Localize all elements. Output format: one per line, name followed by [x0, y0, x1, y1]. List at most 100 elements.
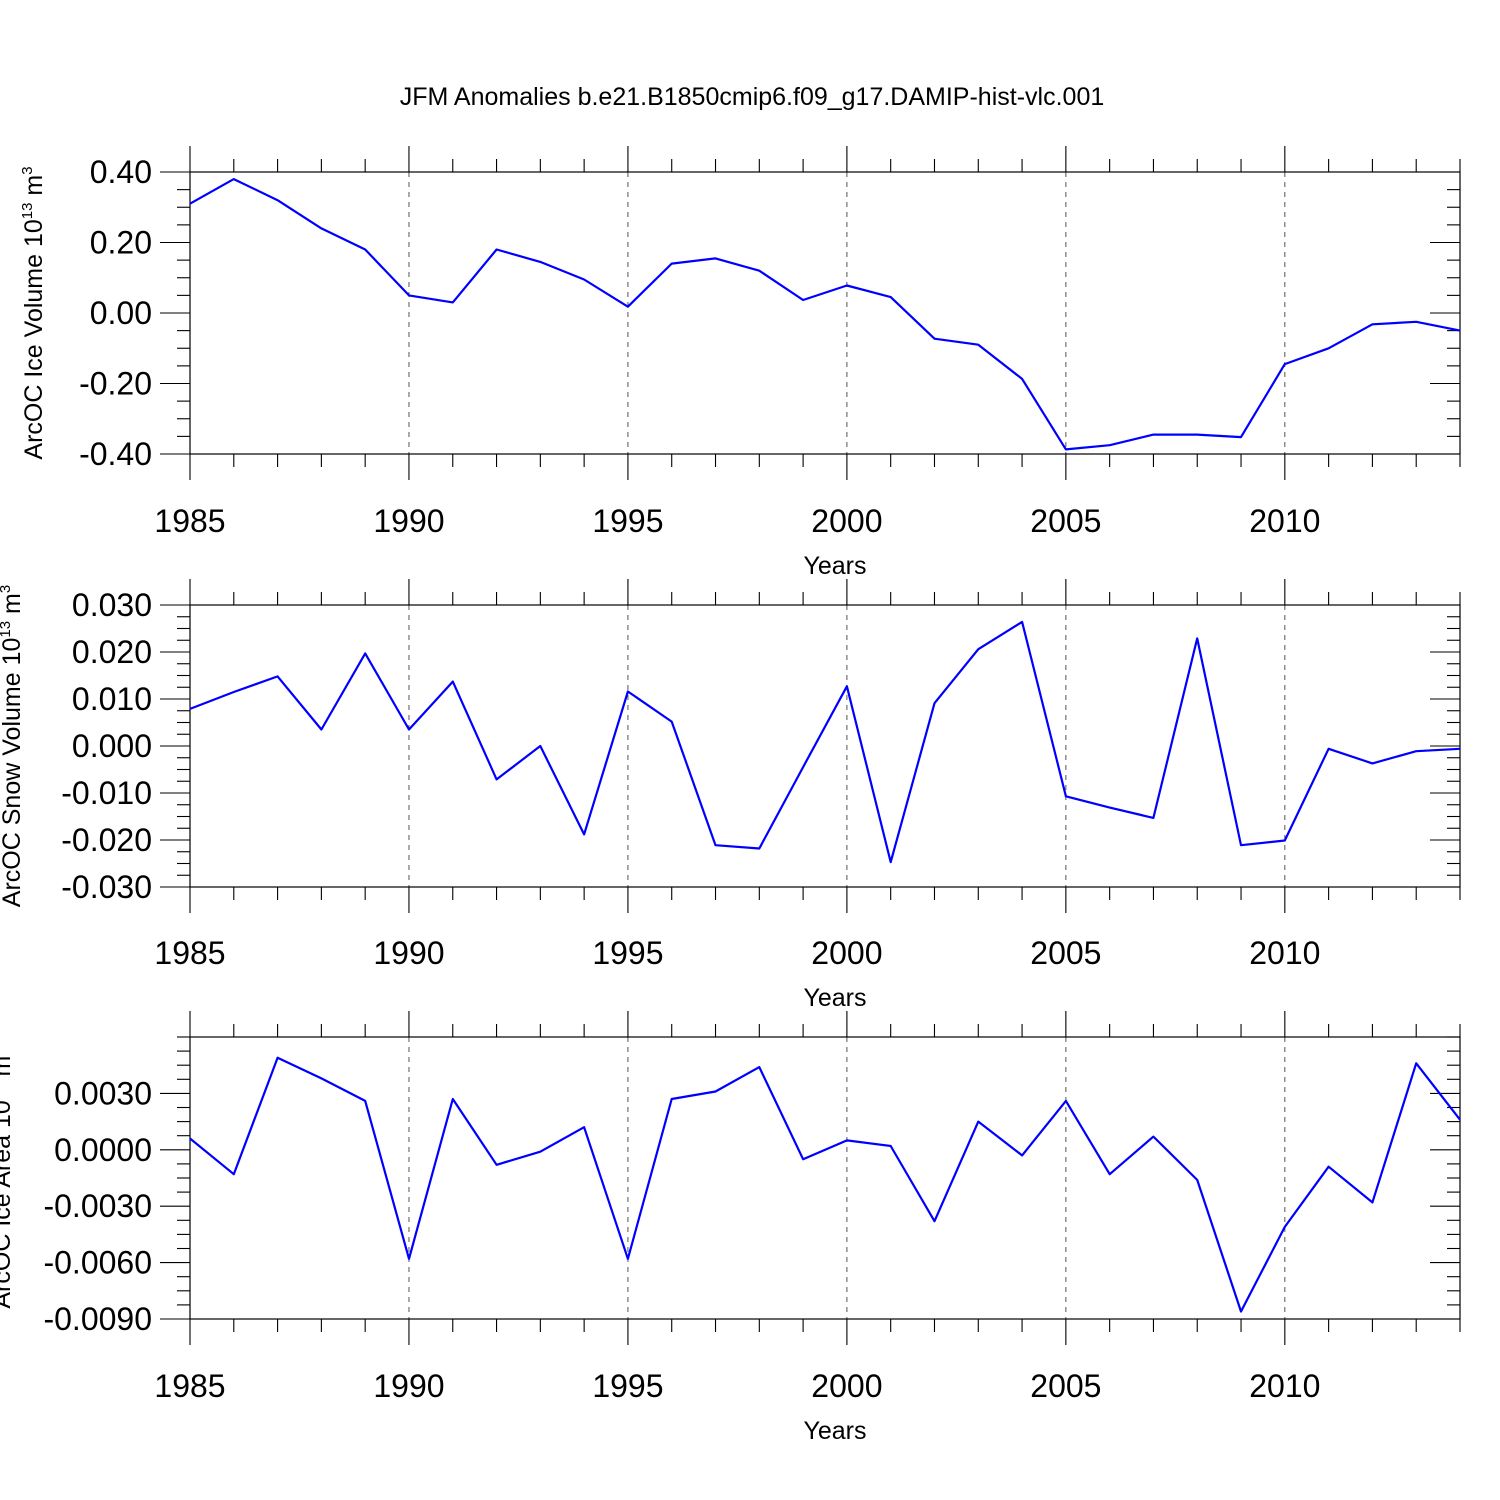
data-point-ice-volume-1990: [407, 293, 411, 297]
data-point-ice-area-1996: [670, 1097, 674, 1101]
x-tick-label: 2005: [1030, 935, 1101, 971]
data-point-ice-area-1995: [626, 1257, 630, 1261]
data-point-ice-area-1985: [188, 1137, 192, 1141]
data-point-ice-area-2011: [1327, 1165, 1331, 1169]
data-point-ice-volume-2007: [1151, 433, 1155, 437]
data-point-ice-volume-1998: [757, 269, 761, 273]
data-point-ice-volume-2009: [1239, 435, 1243, 439]
x-tick-label: 1985: [154, 1368, 225, 1404]
data-point-ice-volume-1989: [363, 248, 367, 252]
data-point-ice-area-2010: [1283, 1225, 1287, 1229]
data-point-ice-volume-2000: [845, 284, 849, 288]
plot-frame: [189, 1036, 1461, 1320]
data-point-ice-volume-2013: [1414, 320, 1418, 324]
x-tick-label: 1995: [592, 503, 663, 539]
data-point-ice-volume-2002: [932, 337, 936, 341]
data-point-ice-area-1997: [714, 1090, 718, 1094]
x-tick-label: 1990: [373, 503, 444, 539]
x-tick-label: 2010: [1249, 935, 1320, 971]
y-tick-label: 0.20: [90, 225, 152, 261]
data-point-ice-volume-1992: [495, 248, 499, 252]
data-point-ice-area-1998: [757, 1065, 761, 1069]
data-point-ice-area-1992: [495, 1163, 499, 1167]
data-point-snow-volume-2008: [1195, 636, 1199, 640]
data-point-ice-volume-1993: [538, 260, 542, 264]
data-point-snow-volume-2007: [1151, 816, 1155, 820]
y-tick-label: 0.010: [72, 681, 152, 717]
data-point-snow-volume-1997: [714, 843, 718, 847]
data-point-ice-volume-2014: [1458, 329, 1462, 333]
data-point-snow-volume-2004: [1020, 620, 1024, 624]
y-tick-label: -0.030: [61, 869, 152, 905]
data-point-ice-area-2005: [1064, 1099, 1068, 1103]
data-point-ice-volume-1986: [232, 177, 236, 181]
data-point-ice-area-2000: [845, 1138, 849, 1142]
data-point-ice-volume-1994: [582, 278, 586, 282]
data-point-snow-volume-2014: [1458, 747, 1462, 751]
data-point-ice-volume-1997: [714, 256, 718, 260]
data-point-ice-area-1993: [538, 1150, 542, 1154]
x-axis-title: Years: [803, 552, 866, 580]
data-point-snow-volume-1990: [407, 728, 411, 732]
data-point-snow-volume-2003: [976, 647, 980, 651]
data-point-ice-volume-2005: [1064, 447, 1068, 451]
series-line-ice-area: [189, 1056, 1461, 1313]
panel-ice-volume: -0.40 -0.20 0.00 0.20 0.40 1985 1990 1995 2000 20…: [19, 146, 1462, 580]
data-point-ice-volume-1988: [319, 226, 323, 230]
data-point-snow-volume-2011: [1327, 747, 1331, 751]
data-point-ice-volume-1996: [670, 262, 674, 266]
data-point-snow-volume-1994: [582, 832, 586, 836]
data-point-ice-area-2004: [1020, 1153, 1024, 1157]
x-tick-label: 2000: [811, 503, 882, 539]
y-tick-label: 0.020: [72, 634, 152, 670]
plot-frame: [189, 604, 1461, 888]
y-tick-label: -0.010: [61, 775, 152, 811]
series-line-ice-volume: [189, 178, 1461, 451]
data-point-snow-volume-2009: [1239, 843, 1243, 847]
data-point-ice-volume-2011: [1327, 346, 1331, 350]
data-point-ice-volume-2012: [1370, 322, 1374, 326]
data-point-ice-volume-1995: [626, 305, 630, 309]
data-point-ice-area-1988: [319, 1076, 323, 1080]
x-tick-label: 2000: [811, 1368, 882, 1404]
data-point-ice-area-1990: [407, 1257, 411, 1261]
y-axis-title: ArcOC Snow Volume 1013 m3: [0, 585, 26, 907]
x-tick-label: 1995: [592, 935, 663, 971]
data-point-snow-volume-2010: [1283, 838, 1287, 842]
data-point-ice-volume-2003: [976, 343, 980, 347]
y-tick-label: -0.020: [61, 822, 152, 858]
y-tick-label: -0.0090: [43, 1301, 152, 1337]
data-point-ice-volume-1991: [451, 300, 455, 304]
data-point-ice-area-1999: [801, 1157, 805, 1161]
x-tick-label: 1985: [154, 935, 225, 971]
data-point-snow-volume-1998: [757, 846, 761, 850]
data-point-ice-area-1986: [232, 1172, 236, 1176]
data-point-snow-volume-1995: [626, 689, 630, 693]
data-point-ice-area-2013: [1414, 1061, 1418, 1065]
panel-ice-area: -0.0090 -0.0060 -0.0030 0.0000 0.0030 1985 199…: [0, 1011, 1462, 1445]
data-point-ice-area-1991: [451, 1097, 455, 1101]
data-point-snow-volume-1987: [276, 674, 280, 678]
data-point-ice-volume-2008: [1195, 433, 1199, 437]
data-point-snow-volume-1999: [801, 765, 805, 769]
x-axis-title: Years: [803, 984, 866, 1012]
data-point-ice-volume-1985: [188, 202, 192, 206]
data-point-ice-volume-1987: [276, 198, 280, 202]
data-point-ice-area-2008: [1195, 1178, 1199, 1182]
data-point-snow-volume-2000: [845, 684, 849, 688]
data-point-snow-volume-1989: [363, 651, 367, 655]
x-tick-label: 1990: [373, 935, 444, 971]
data-point-ice-volume-2004: [1020, 377, 1024, 381]
x-tick-label: 2010: [1249, 1368, 1320, 1404]
x-axis-title: Years: [803, 1417, 866, 1445]
x-tick-label: 1995: [592, 1368, 663, 1404]
data-point-ice-area-2014: [1458, 1118, 1462, 1122]
panel-snow-volume: -0.030 -0.020 -0.010 0.000 0.010 0.020 0.030 19…: [0, 579, 1462, 1012]
y-tick-label: -0.0030: [43, 1188, 152, 1224]
y-tick-label: -0.20: [79, 366, 152, 402]
chart-title: JFM Anomalies b.e21.B1850cmip6.f09_g17.D…: [400, 83, 1105, 111]
data-point-ice-volume-2006: [1108, 443, 1112, 447]
data-point-ice-area-2001: [889, 1144, 893, 1148]
data-point-ice-area-2007: [1151, 1135, 1155, 1139]
data-point-ice-volume-1999: [801, 298, 805, 302]
